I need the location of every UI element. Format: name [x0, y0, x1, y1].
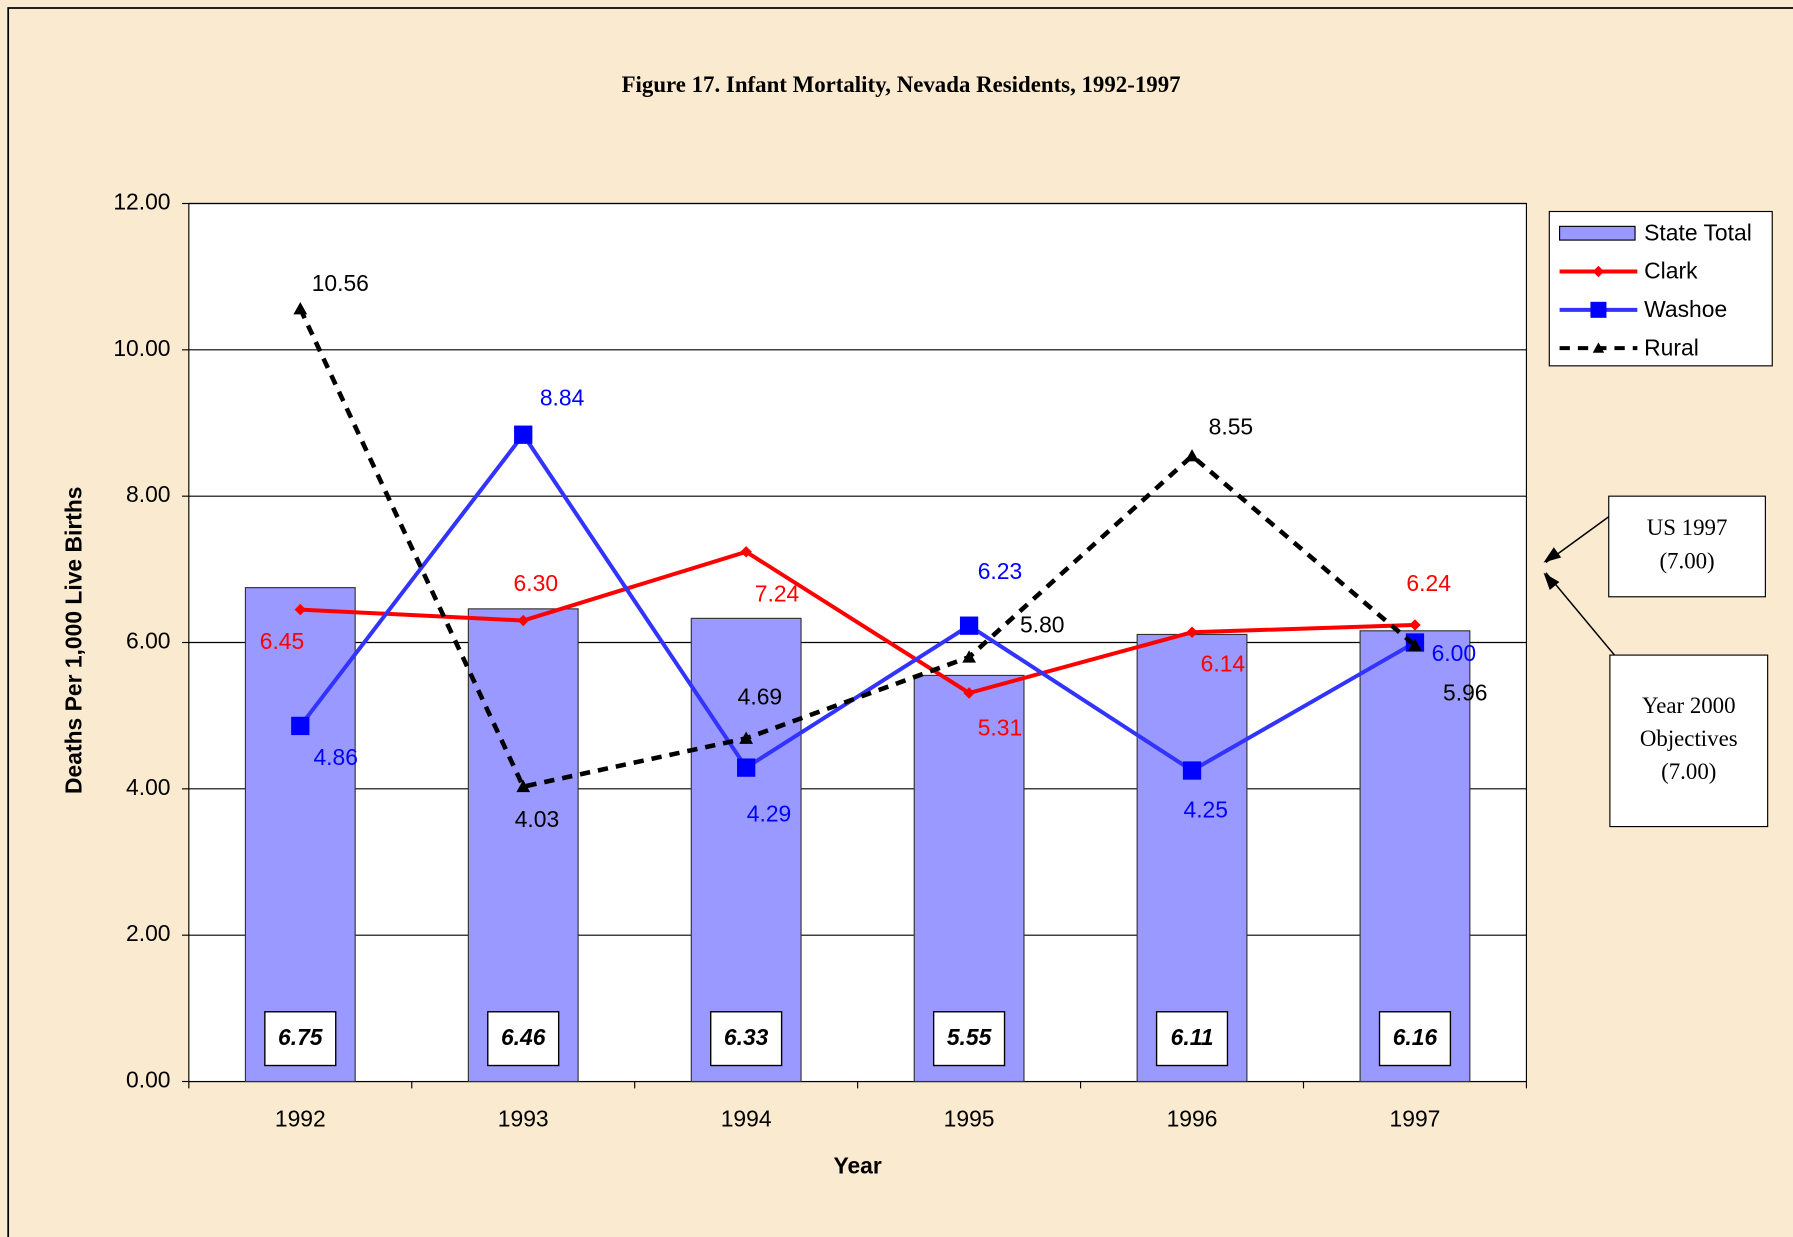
marker: [291, 716, 310, 736]
marker: [1592, 342, 1605, 353]
y-tick-label: 8.00: [126, 481, 171, 507]
bar: [467, 608, 579, 1083]
bar-label-box: [1155, 1011, 1229, 1067]
series-line: [300, 549, 1416, 696]
data-label: 4.29: [747, 801, 792, 827]
y-tick-label: 4.00: [126, 774, 171, 800]
data-label: 5.80: [1020, 611, 1065, 637]
bar: [1136, 633, 1248, 1083]
chart-title: Figure 17. Infant Mortality, Nevada Resi…: [622, 72, 1181, 97]
bar-label-box: [487, 1011, 560, 1067]
series-line: [298, 307, 1417, 790]
marker: [1590, 301, 1607, 318]
x-tick-label: 1992: [275, 1105, 326, 1131]
data-label: 10.56: [312, 270, 369, 296]
annotation-text: US 1997: [1647, 515, 1728, 540]
marker: [740, 546, 752, 558]
y-tick-label: 12.00: [113, 189, 170, 215]
data-label: 4.03: [515, 806, 560, 832]
data-label: 8.55: [1209, 414, 1254, 440]
x-tick-label: 1993: [498, 1105, 549, 1131]
annotation-box: [1609, 654, 1769, 828]
marker: [962, 650, 976, 663]
y-tick-label: 6.00: [126, 628, 171, 654]
y-tick-label: 10.00: [113, 335, 170, 361]
bar-label-box: [1378, 1011, 1452, 1067]
data-label: 7.24: [755, 580, 800, 606]
bar-label: 6.46: [501, 1024, 546, 1050]
bar-label: 5.55: [947, 1024, 992, 1050]
marker: [293, 302, 308, 315]
x-tick-label: 1997: [1390, 1105, 1441, 1131]
data-label: 6.24: [1406, 570, 1451, 596]
bar-label-box: [264, 1011, 337, 1067]
legend-swatch: [1559, 225, 1636, 241]
legend-label: Rural: [1644, 334, 1699, 360]
annotation-text: (7.00): [1659, 548, 1714, 573]
data-label: 4.69: [738, 683, 783, 709]
data-label: 8.84: [540, 384, 585, 410]
data-label: 6.45: [260, 628, 305, 654]
annotation-text: Year 2000: [1642, 693, 1736, 718]
bar: [244, 587, 356, 1083]
marker: [737, 758, 756, 777]
bar-label: 6.16: [1393, 1024, 1438, 1050]
marker: [1186, 626, 1198, 638]
legend-label: Washoe: [1644, 296, 1727, 322]
bar: [1359, 630, 1471, 1083]
bar-label: 6.11: [1171, 1024, 1214, 1050]
legend-label: Clark: [1644, 258, 1698, 284]
arrow-head: [1543, 547, 1562, 563]
x-tick-label: 1995: [944, 1105, 995, 1131]
y-axis-title: Deaths Per 1,000 Live Births: [61, 486, 87, 793]
marker: [1185, 449, 1199, 462]
annotation-text: Objectives: [1640, 726, 1738, 751]
data-label: 4.86: [313, 744, 358, 770]
x-tick-label: 1996: [1167, 1105, 1218, 1131]
marker: [517, 614, 529, 627]
marker: [963, 687, 975, 699]
bar: [690, 617, 802, 1083]
x-axis-title: Year: [833, 1152, 881, 1178]
annotation-text: (7.00): [1661, 759, 1716, 784]
y-tick-label: 2.00: [126, 920, 171, 946]
bar-label-box: [932, 1011, 1006, 1067]
data-label: 4.25: [1184, 797, 1228, 823]
marker: [959, 616, 979, 635]
legend-label: State Total: [1644, 219, 1752, 245]
arrow-head: [1543, 572, 1560, 590]
marker: [294, 603, 307, 616]
marker: [516, 779, 531, 793]
data-label: 6.23: [978, 558, 1023, 584]
bar-label: 6.75: [278, 1024, 323, 1050]
x-tick-label: 1994: [721, 1105, 772, 1131]
marker: [514, 425, 533, 444]
data-label: 6.00: [1432, 640, 1476, 666]
series-line: [298, 431, 1416, 773]
legend: [1548, 210, 1773, 367]
bar-label: 6.33: [724, 1024, 769, 1050]
data-label: 5.96: [1443, 680, 1488, 706]
marker: [1409, 619, 1421, 631]
annotation-arrow: [1545, 572, 1616, 656]
y-tick-label: 0.00: [126, 1067, 171, 1093]
data-label: 6.14: [1201, 650, 1246, 676]
annotation-box: [1608, 495, 1766, 598]
data-label: 6.30: [514, 570, 559, 596]
bar-label-box: [710, 1011, 783, 1067]
marker: [1408, 638, 1422, 651]
marker: [739, 731, 754, 744]
marker: [1182, 761, 1202, 780]
data-label: 5.31: [978, 715, 1023, 741]
